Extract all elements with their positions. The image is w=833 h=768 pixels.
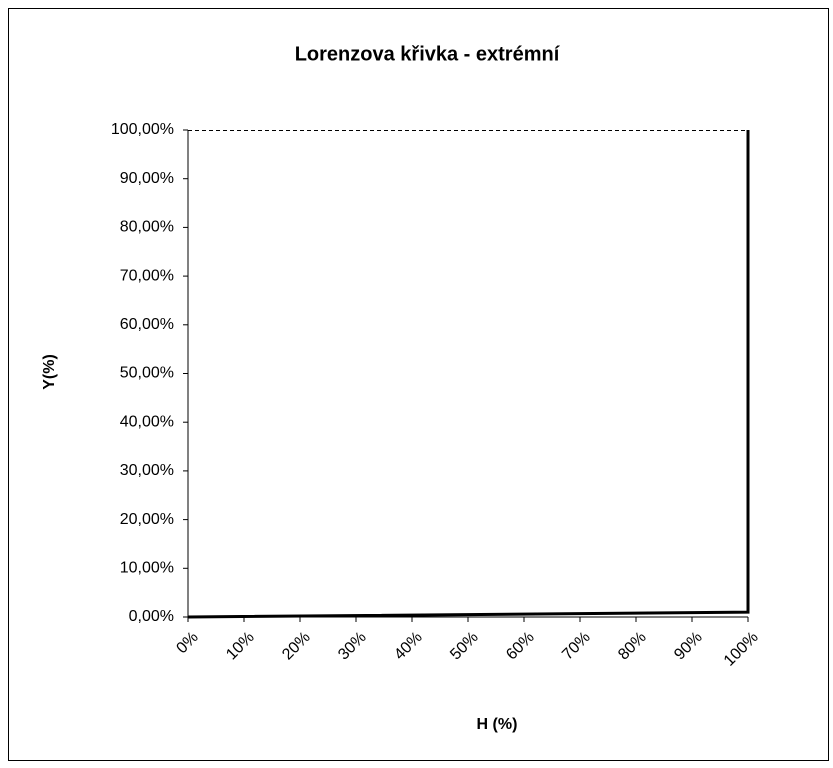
y-axis-label: Y(%) [41,354,58,390]
chart-title: Lorenzova křivka - extrémní [295,43,561,65]
y-tick-label: 100,00% [111,121,174,138]
data-line [187,130,750,619]
y-tick-label: 10,00% [120,560,174,577]
y-tick-label: 60,00% [120,316,174,333]
x-axis-label: H (%) [477,716,518,733]
y-tick-label: 80,00% [120,219,174,236]
y-tick-label: 0,00% [129,608,174,625]
y-tick-label: 20,00% [120,511,174,528]
y-tick-label: 40,00% [120,413,174,430]
chart-border [8,8,829,761]
y-tick-label: 30,00% [120,462,174,479]
y-tick-label: 90,00% [120,170,174,187]
y-tick-label: 50,00% [120,365,174,382]
y-tick-label: 70,00% [120,267,174,284]
